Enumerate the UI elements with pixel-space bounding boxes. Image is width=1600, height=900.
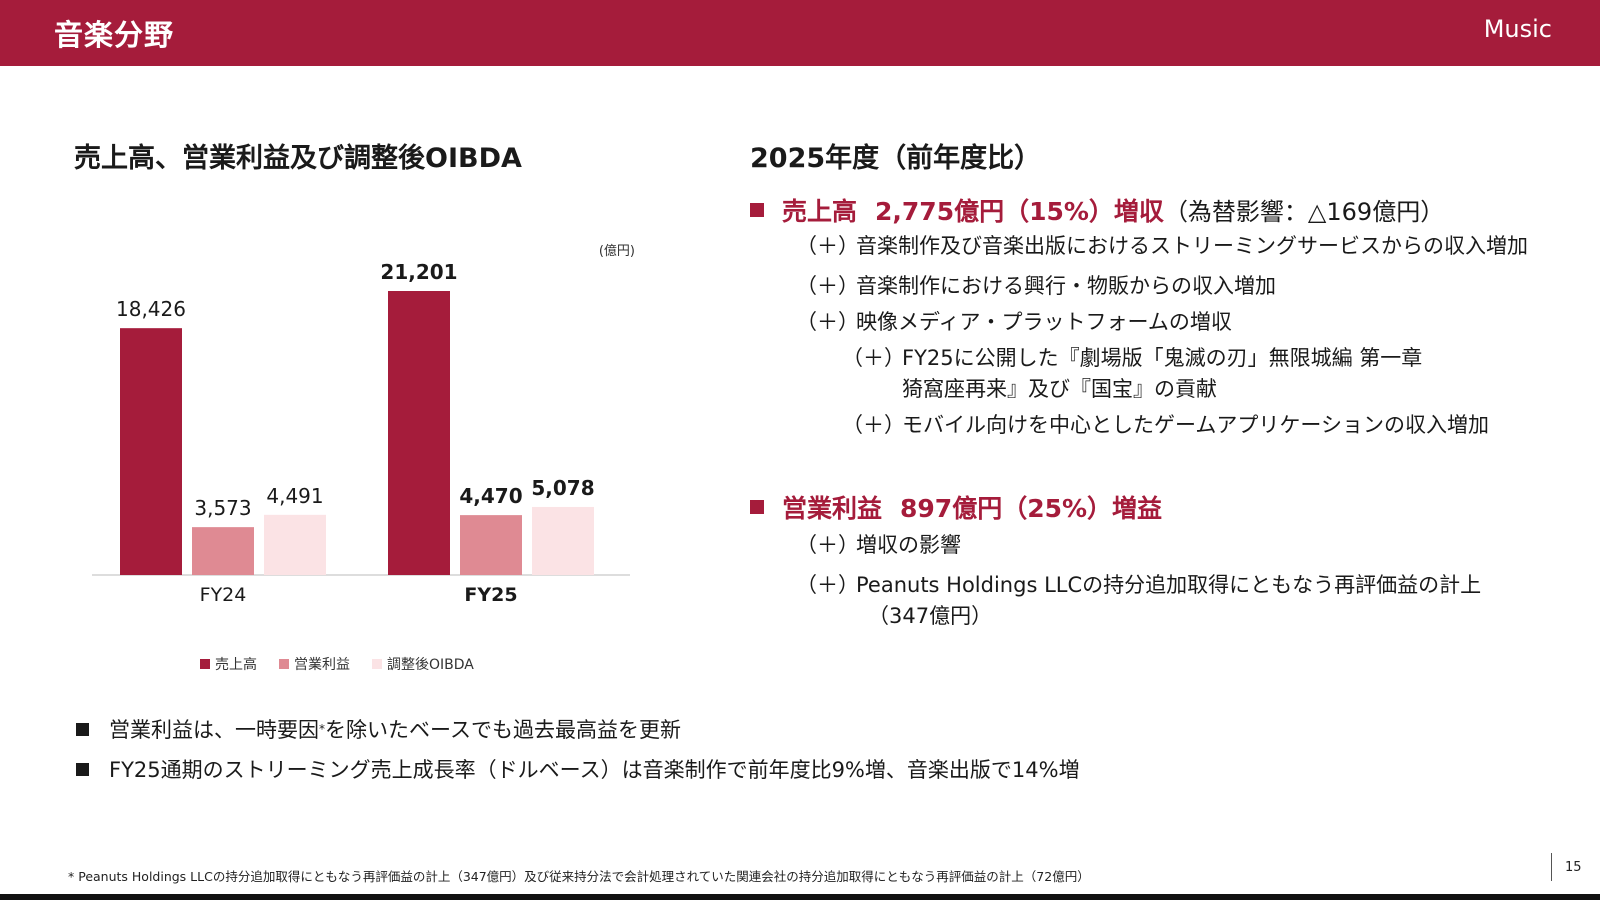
legend-item-sales: 売上高 [200, 654, 257, 674]
sales-item: （＋）音楽制作における興行・物販からの収入増加 [796, 270, 1570, 300]
sales-item-text: 映像メディア・プラットフォームの増収 [856, 310, 1232, 334]
fx-impact-note: （為替影響：△169億円） [1163, 198, 1445, 226]
chart-title: 売上高、営業利益及び調整後OIBDA [74, 143, 522, 174]
legend-item-operating-income: 営業利益 [279, 654, 350, 674]
data-label-1-1: 4,470 [459, 484, 522, 508]
profit-value: 897億円（25%）増益 [900, 494, 1163, 523]
summary-panel: 売上高 2,775億円（15%）増収 （為替影響：△169億円） （＋）音楽制作… [750, 192, 1570, 630]
profit-item-text: 増収の影響 [856, 533, 961, 557]
legend-swatch-operating-income [279, 659, 289, 669]
key-point-text: 営業利益は、一時要因 [109, 718, 319, 742]
data-label-0-0: 18,426 [116, 297, 186, 321]
plus-marker: （＋） [842, 413, 905, 437]
bar-2-1 [532, 506, 594, 575]
category-label-0: FY24 [200, 584, 247, 605]
summary-title: 2025年度（前年度比） [750, 143, 1042, 174]
sales-subitem-continuation: 猗窩座再来』及び『国宝』の貢献 [902, 377, 1217, 401]
sales-headline: 売上高 2,775億円（15%）増収 （為替影響：△169億円） [750, 192, 1570, 226]
plus-marker: （＋） [796, 274, 859, 298]
bar-chart: (億円) 18,426 3,573 4,491 FY24 21,201 4,470 5,078… [92, 243, 635, 605]
key-point: 営業利益は、一時要因 * を除いたベースでも過去最高益を更新 [76, 714, 1080, 744]
legend-label-oibda: 調整後OIBDA [387, 657, 474, 673]
data-label-1-0: 3,573 [194, 496, 251, 520]
bullet-square [76, 762, 89, 776]
footnote: * Peanuts Holdings LLCの持分追加取得にともなう再評価益の計… [68, 869, 1090, 884]
plus-marker: （＋） [796, 573, 859, 597]
footnote-marker: * [319, 722, 325, 736]
bullet-square [76, 722, 89, 736]
bullet-square [750, 500, 764, 514]
bar-1-0 [192, 527, 254, 575]
legend-swatch-sales [200, 659, 210, 669]
plus-marker: （＋） [842, 346, 905, 370]
data-label-0-1: 21,201 [380, 260, 457, 284]
bar-0-1 [388, 291, 450, 575]
profit-item-text: Peanuts Holdings LLCの持分追加取得にともなう再評価益の計上 [856, 573, 1482, 597]
profit-item: （＋）増収の影響 [796, 529, 1570, 559]
chart-legend: 売上高 営業利益 調整後OIBDA [200, 654, 474, 674]
key-point: FY25通期のストリーミング売上成長率（ドルベース）は音楽制作で前年度比9%増、… [76, 754, 1080, 784]
profit-label: 営業利益 [782, 494, 883, 523]
page-title: 音楽分野 [54, 18, 175, 52]
sales-subitem-text: モバイル向けを中心としたゲームアプリケーションの収入増加 [902, 413, 1489, 437]
plus-marker: （＋） [796, 533, 859, 557]
sales-subitem-text: FY25に公開した『劇場版「鬼滅の刃」無限城編 第一章 [902, 346, 1423, 370]
bar-1-1 [460, 515, 522, 575]
data-label-2-0: 4,491 [266, 484, 323, 508]
data-label-2-1: 5,078 [531, 476, 594, 500]
legend-item-oibda: 調整後OIBDA [372, 654, 474, 674]
profit-headline: 営業利益 897億円（25%）増益 [750, 489, 1570, 523]
page-number: 15 [1565, 860, 1582, 875]
category-label-1: FY25 [464, 584, 517, 605]
bar-2-0 [264, 514, 326, 575]
key-points: 営業利益は、一時要因 * を除いたベースでも過去最高益を更新 FY25通期のストリー… [76, 714, 1080, 794]
sales-subitem: （＋）モバイル向けを中心としたゲームアプリケーションの収入増加 [842, 409, 1570, 439]
sales-label: 売上高 [782, 197, 858, 226]
bullet-square [750, 203, 764, 217]
bottom-bar [0, 894, 1600, 900]
legend-label-sales: 売上高 [215, 657, 257, 673]
section-label: Music [1483, 15, 1552, 43]
bar-0-0 [120, 328, 182, 575]
sales-item-text: 音楽制作における興行・物販からの収入増加 [856, 274, 1276, 298]
profit-item-continuation: （347億円） [868, 604, 993, 628]
key-point-text: を除いたベースでも過去最高益を更新 [325, 718, 681, 742]
legend-swatch-oibda [372, 659, 382, 669]
sales-item-text: 音楽制作及び音楽出版におけるストリーミングサービスからの収入増加 [856, 234, 1528, 258]
page-divider [1551, 853, 1552, 881]
key-point-text: FY25通期のストリーミング売上成長率（ドルベース）は音楽制作で前年度比9%増、… [109, 758, 1080, 782]
plus-marker: （＋） [796, 234, 859, 258]
profit-item: （＋）Peanuts Holdings LLCの持分追加取得にともなう再評価益の… [796, 569, 1570, 599]
header-bar: 音楽分野 Music [0, 0, 1600, 66]
sales-value: 2,775億円（15%）増収 [875, 197, 1164, 226]
sales-subitem: （＋）FY25に公開した『劇場版「鬼滅の刃」無限城編 第一章 [842, 342, 1570, 372]
plus-marker: （＋） [796, 310, 859, 334]
sales-item: （＋）音楽制作及び音楽出版におけるストリーミングサービスからの収入増加 [796, 230, 1570, 260]
legend-label-operating-income: 営業利益 [294, 657, 350, 673]
unit-label: (億円) [599, 243, 635, 259]
sales-item: （＋）映像メディア・プラットフォームの増収 [796, 306, 1570, 336]
